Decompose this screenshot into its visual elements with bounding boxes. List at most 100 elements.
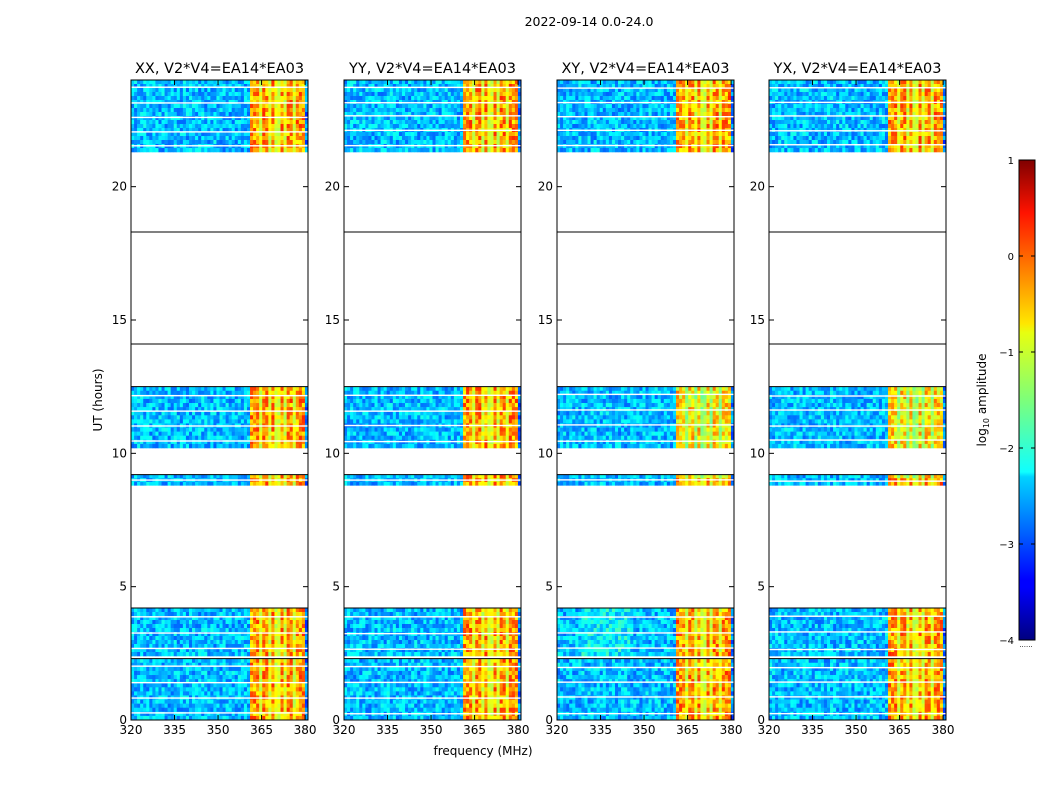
heatmap-cell <box>164 707 168 713</box>
heatmap-cell <box>301 608 306 613</box>
heatmap-cell <box>155 679 159 684</box>
heatmap-cell <box>146 715 150 721</box>
heatmap-cell <box>280 96 284 101</box>
heatmap-cell <box>243 92 248 97</box>
heatmap-cell <box>198 390 202 396</box>
heatmap-cell <box>499 687 503 692</box>
heatmap-cell <box>496 715 500 721</box>
heatmap-cell <box>219 707 223 713</box>
heatmap-cell <box>228 88 233 93</box>
heatmap-cell <box>447 679 452 684</box>
heatmap-cell <box>198 666 202 672</box>
heatmap-cell <box>481 662 485 668</box>
flagged-row <box>131 425 308 427</box>
heatmap-cell <box>292 128 297 133</box>
heatmap-cell <box>511 670 516 676</box>
heatmap-cell <box>143 616 147 621</box>
heatmap-cell <box>240 386 245 392</box>
heatmap-cell <box>179 683 184 688</box>
heatmap-cell <box>392 679 397 684</box>
heatmap-cell <box>389 675 394 680</box>
heatmap-cell <box>167 703 171 709</box>
heatmap-cell <box>253 703 257 709</box>
heatmap-cell <box>411 679 415 684</box>
heatmap-cell <box>225 648 229 653</box>
heatmap-cell <box>210 474 214 479</box>
heatmap-cell <box>259 411 263 416</box>
heatmap-cell <box>185 711 190 717</box>
heatmap-cell <box>243 120 248 125</box>
heatmap-cell <box>170 666 175 672</box>
heatmap-cell <box>484 679 488 684</box>
heatmap-cell <box>280 608 284 613</box>
heatmap-cell <box>158 386 162 392</box>
heatmap-cell <box>450 691 455 696</box>
heatmap-cell <box>475 679 479 684</box>
heatmap-cell <box>398 715 403 721</box>
heatmap-cell <box>444 683 449 688</box>
heatmap-cell <box>250 439 254 445</box>
heatmap-cell <box>222 612 226 617</box>
heatmap-cell <box>237 112 242 117</box>
heatmap-cell <box>383 707 388 713</box>
heatmap-cell <box>478 679 482 684</box>
heatmap-cell <box>289 687 294 692</box>
heatmap-cell <box>395 620 400 625</box>
heatmap-cell <box>243 616 248 621</box>
x-tick-label: 380 <box>294 723 317 737</box>
heatmap-cell <box>259 435 263 441</box>
heatmap-cell <box>240 699 245 704</box>
heatmap-cell <box>140 644 144 649</box>
heatmap-cell <box>353 707 357 713</box>
heatmap-cell <box>456 691 461 696</box>
heatmap-cell <box>511 620 516 625</box>
heatmap-cell <box>438 683 442 688</box>
heatmap-cell <box>280 128 284 133</box>
heatmap-cell <box>274 624 278 629</box>
heatmap-cell <box>450 658 455 664</box>
heatmap-cell <box>161 88 165 93</box>
heatmap-cell <box>298 683 303 688</box>
heatmap-cell <box>131 390 135 396</box>
heatmap-cell <box>161 104 165 109</box>
heatmap-cell <box>192 120 196 125</box>
heatmap-cell <box>173 670 178 676</box>
heatmap-cell <box>268 703 272 709</box>
heatmap-cell <box>259 628 263 633</box>
heatmap-cell <box>377 679 381 684</box>
heatmap-cell <box>280 390 284 396</box>
heatmap-cell <box>447 707 452 713</box>
heatmap-cell <box>481 616 485 621</box>
heatmap-cell <box>201 96 205 101</box>
heatmap-cell <box>188 120 193 125</box>
heatmap-cell <box>459 628 464 633</box>
heatmap-cell <box>149 711 153 717</box>
heatmap-cell <box>344 687 348 692</box>
heatmap-cell <box>167 679 171 684</box>
heatmap-cell <box>216 636 220 641</box>
heatmap-cell <box>265 108 269 113</box>
heatmap-cell <box>170 612 175 617</box>
heatmap-cell <box>179 652 184 657</box>
heatmap-cell <box>265 124 269 129</box>
heatmap-cell <box>195 707 199 713</box>
heatmap-cell <box>167 612 171 617</box>
heatmap-cell <box>188 96 193 101</box>
heatmap-cell <box>158 427 162 432</box>
heatmap-cell <box>222 435 226 441</box>
heatmap-cell <box>219 683 223 688</box>
heatmap-cell <box>149 624 153 629</box>
heatmap-cell <box>371 670 375 676</box>
heatmap-cell <box>234 632 239 637</box>
heatmap-cell <box>137 644 141 649</box>
heatmap-cell <box>137 675 141 680</box>
heatmap-cell <box>173 394 178 400</box>
heatmap-cell <box>423 624 427 629</box>
heatmap-cell <box>469 612 473 617</box>
heatmap-cell <box>426 675 430 680</box>
heatmap-cell <box>228 439 233 445</box>
heatmap-cell <box>286 394 290 400</box>
heatmap-cell <box>167 670 171 676</box>
heatmap-cell <box>140 608 144 613</box>
heatmap-cell <box>192 636 196 641</box>
